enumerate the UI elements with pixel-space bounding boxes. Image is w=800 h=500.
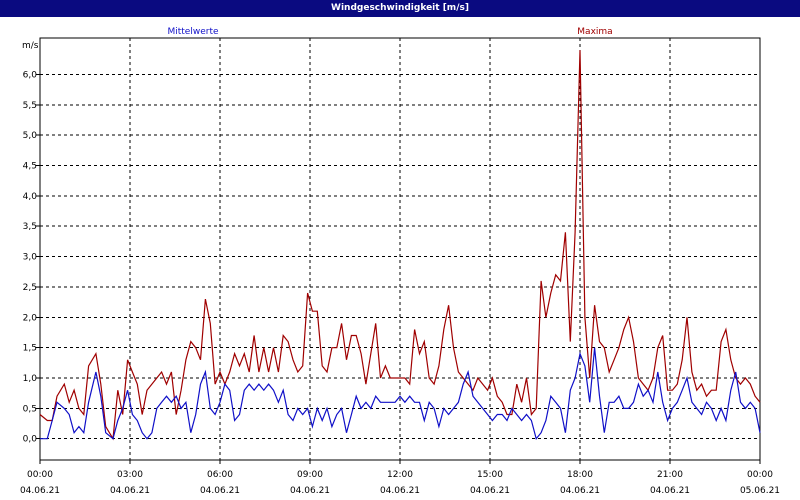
x-tick-time-label: 00:00 — [747, 470, 773, 480]
grid-lines — [40, 38, 760, 460]
y-tick-label: 4,5 — [23, 162, 37, 172]
y-axis-label: m/s — [22, 41, 39, 51]
x-tick-time-label: 18:00 — [567, 470, 593, 480]
y-tick-label: 4,0 — [23, 192, 38, 202]
x-tick-date-label: 04.06.21 — [470, 486, 510, 496]
x-tick-time-label: 15:00 — [477, 470, 503, 480]
y-tick-label: 2,0 — [23, 313, 38, 323]
x-tick-date-label: 04.06.21 — [380, 486, 420, 496]
x-tick-date-label: 04.06.21 — [560, 486, 600, 496]
wind-speed-chart: 0,0 0,5 1,0 1,5 2,0 2,5 3,0 3,5 4,0 4,5 5,0 5,5 6,0 m… — [20, 27, 780, 496]
x-tick-date-label: 04.06.21 — [110, 486, 150, 496]
legend-label-mittelwerte: Mittelwerte — [167, 27, 218, 37]
x-tick-date-label: 04.06.21 — [290, 486, 330, 496]
x-tick-time-label: 06:00 — [207, 470, 233, 480]
y-tick-label: 1,5 — [23, 344, 37, 354]
x-tick-time-label: 12:00 — [387, 470, 413, 480]
x-tick-date-label: 05.06.21 — [740, 486, 780, 496]
y-tick-label: 0,5 — [23, 404, 37, 414]
legend-label-maxima: Maxima — [577, 27, 612, 37]
window-title: Windgeschwindigkeit [m/s] — [331, 3, 469, 13]
x-tick-date-label: 04.06.21 — [650, 486, 690, 496]
series-line-mittelwerte — [40, 347, 761, 440]
x-tick-date-label: 04.06.21 — [200, 486, 240, 496]
y-tick-label: 0,0 — [23, 435, 38, 445]
window-title-bar: Windgeschwindigkeit [m/s] — [0, 0, 800, 17]
y-tick-label: 5,0 — [23, 131, 38, 141]
series-layer — [39, 50, 761, 441]
y-tick-label: 6,0 — [23, 70, 38, 80]
y-tick-label: 3,5 — [23, 222, 37, 232]
x-tick-time-label: 09:00 — [297, 470, 323, 480]
x-tick-time-label: 03:00 — [117, 470, 143, 480]
y-tick-label: 2,5 — [23, 283, 37, 293]
x-tick-date-label: 04.06.21 — [20, 486, 60, 496]
x-tick-time-label: 21:00 — [657, 470, 683, 480]
axes: 0,0 0,5 1,0 1,5 2,0 2,5 3,0 3,5 4,0 4,5 5,0 5,5 6,0 m… — [20, 41, 780, 496]
y-tick-label: 1,0 — [23, 374, 38, 384]
y-tick-label: 3,0 — [23, 253, 38, 263]
legend: Mittelwerte Maxima — [167, 27, 612, 37]
y-tick-label: 5,5 — [23, 101, 37, 111]
series-line-maxima — [39, 50, 761, 441]
x-tick-time-label: 00:00 — [27, 470, 53, 480]
